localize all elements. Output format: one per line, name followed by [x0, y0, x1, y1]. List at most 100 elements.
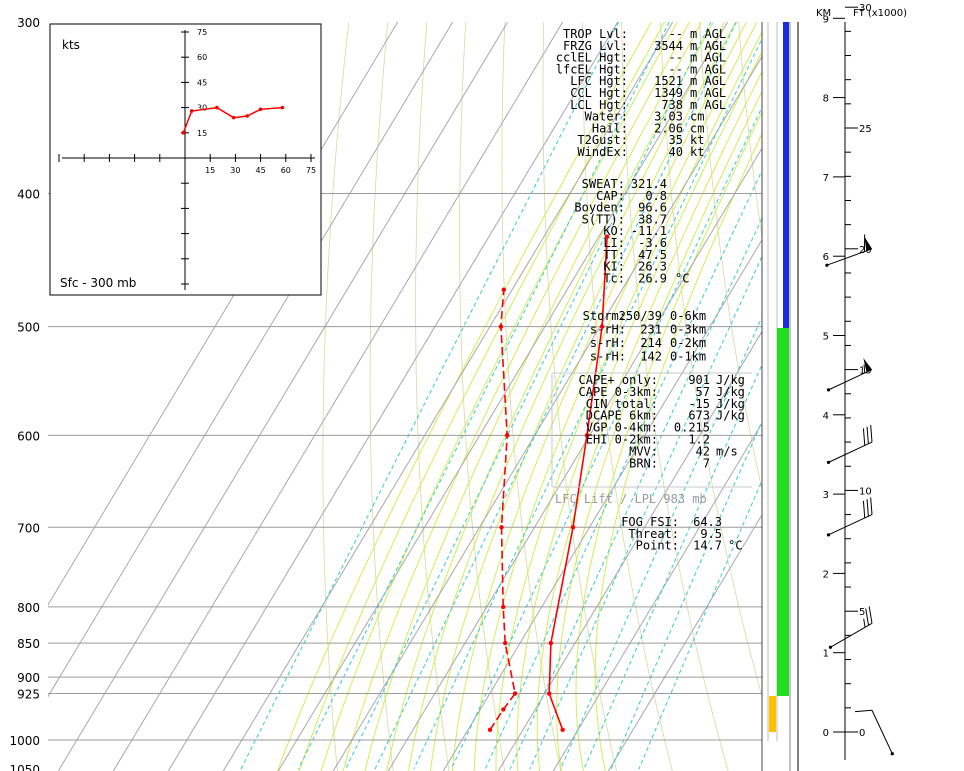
wind-barb-tip [826, 388, 831, 392]
hodograph-unit-label: kts [62, 38, 80, 52]
hodograph-x-tick-label: 30 [230, 166, 240, 175]
index-label: Tc: [603, 271, 625, 285]
index-value: 1.2 [688, 433, 710, 447]
index-value: 47.5 [638, 248, 667, 262]
index-unit: m AGL [690, 51, 726, 65]
pressure-tick-label: 600 [17, 429, 40, 443]
isotherm [167, 22, 619, 771]
index-unit: J/kg [716, 385, 745, 399]
index-value: 321.4 [631, 177, 667, 191]
dewpoint-point [498, 324, 504, 329]
wind-barb [826, 425, 873, 464]
index-label: LI: [603, 236, 625, 250]
moist-adiabat [556, 90, 762, 771]
isotherm [442, 238, 762, 771]
index-value: 0.8 [645, 189, 667, 203]
index-value: 7 [703, 456, 710, 470]
hodograph-point [181, 131, 186, 135]
index-label: CAP: [596, 189, 625, 203]
hodograph-layer-label: Sfc - 300 mb [60, 276, 136, 290]
wind-barb-tip [826, 460, 831, 464]
isotherm [552, 422, 762, 771]
index-value: 96.6 [638, 201, 667, 215]
index-label: FRZG Lvl: [563, 39, 628, 53]
index-unit: 0-1km [670, 350, 706, 364]
index-unit: J/kg [716, 409, 745, 423]
wind-barb-staff [828, 441, 873, 463]
index-unit: °C [728, 539, 742, 553]
moist-adiabat [386, 22, 714, 771]
index-unit: J/kg [716, 373, 745, 387]
isotherm [607, 513, 762, 771]
index-label: LFC Hgt: [570, 74, 628, 88]
column-green-bar [777, 328, 783, 696]
index-value: -11.1 [631, 224, 667, 238]
hodograph-x-tick-label: 45 [256, 166, 266, 175]
index-label: cclEL Hgt: [556, 51, 628, 65]
index-label: s-rH: [590, 350, 626, 364]
index-value: 38.7 [638, 212, 667, 226]
mixing-ratio-line [484, 169, 762, 770]
dry-adiabat [501, 22, 562, 771]
lift-note: LFC Lift / LPL 983 mb [555, 492, 707, 506]
ft-tick-label: 0 [859, 728, 865, 739]
wind-barb-flag [866, 499, 869, 517]
index-panel: TROP Lvl: -- m AGL FRZG Lvl: 3544 m AGL cclEL … [556, 27, 745, 553]
index-value: 2.06 [654, 121, 683, 135]
isotherm [332, 55, 762, 771]
index-unit: °C [675, 271, 689, 285]
index-value: 40 [669, 145, 683, 159]
index-unit: J/kg [716, 397, 745, 411]
mixing-ratio-line [509, 216, 762, 770]
dry-adiabat [415, 22, 450, 771]
isotherm [222, 22, 674, 771]
dry-adiabat [934, 22, 964, 771]
index-label: TT: [603, 248, 625, 262]
index-unit: m AGL [690, 39, 726, 53]
temperature-point [546, 691, 552, 696]
ft-tick-label: 10 [859, 486, 872, 497]
dewpoint-point [499, 525, 504, 530]
km-tick-label: 8 [823, 94, 829, 105]
dry-adiabat [817, 22, 964, 771]
index-value: 231 [640, 323, 662, 337]
wind-barb-half-flag [863, 364, 866, 374]
wind-barb-flag [866, 426, 869, 444]
hodograph-y-tick-label: 75 [197, 28, 207, 37]
index-label: WindEx: [577, 145, 628, 159]
index-label: VGP 0-4km: [586, 421, 658, 435]
index-label: Water: [585, 110, 628, 124]
wind-barb-half-flag [863, 618, 866, 628]
index-value: 250/39 [619, 309, 662, 323]
pressure-tick-label: 1000 [9, 734, 40, 748]
dry-adiabat [895, 22, 964, 771]
isotherm [57, 22, 509, 771]
moist-adiabat [298, 22, 665, 771]
index-unit: m AGL [690, 98, 726, 112]
wind-barb [828, 606, 873, 649]
index-value: -- [669, 51, 683, 65]
isotherm [48, 22, 399, 606]
index-label: CCL Hgt: [570, 86, 628, 100]
column-green-bar [783, 328, 789, 696]
index-label: SWEAT: [582, 177, 625, 191]
isotherm [277, 22, 729, 771]
isotherm [497, 330, 762, 771]
index-value: -3.6 [638, 236, 667, 250]
temperature-point [548, 640, 554, 646]
hodograph-point [189, 109, 194, 113]
wind-barb-pennant [863, 358, 872, 373]
wind-barb-staff [826, 248, 873, 266]
pressure-tick-label: 850 [17, 637, 40, 651]
hodograph-trace [181, 105, 285, 135]
ft-tick-label: 15 [859, 366, 872, 377]
wind-barb-tip [890, 752, 894, 756]
index-unit: kt [690, 145, 704, 159]
pressure-tick-label: 925 [17, 688, 40, 702]
index-unit: m AGL [690, 27, 726, 41]
index-unit: cm [690, 121, 704, 135]
moist-adiabat [516, 50, 762, 771]
hodograph-axes: 15 30 45 60 75 75 60 45 30 15 [58, 28, 316, 290]
hodograph-x-tick-label: 75 [306, 166, 316, 175]
dewpoint-point [487, 727, 493, 732]
